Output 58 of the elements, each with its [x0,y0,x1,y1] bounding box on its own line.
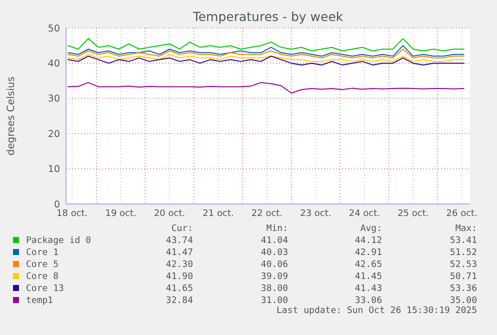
text: 41.04 [260,236,288,246]
text: 42.30 [166,260,193,270]
line-series [68,54,464,62]
x-tick-label: 18 oct. [56,209,88,219]
text: 40.06 [260,260,288,270]
text: 53.41 [450,236,477,246]
x-tick-label: 19 oct. [105,209,136,219]
text: 31.00 [260,296,288,306]
text: 40.03 [260,248,288,258]
y-tick-label: 0 [54,199,60,210]
legend-label: Package id 0 [26,236,92,246]
text: 41.90 [166,272,193,282]
x-tick-label: 20 oct. [154,209,186,219]
text: Cur: [171,224,193,234]
text: 33.06 [354,296,382,306]
text: 53.36 [450,284,477,294]
text: 35.00 [450,296,477,306]
text: 41.45 [354,272,382,282]
y-tick-label: 50 [48,23,60,34]
legend-label: Core 8 [26,272,59,282]
text: 44.12 [354,236,382,246]
legend-label: Core 1 [26,248,59,258]
line-series [68,48,464,58]
text: 41.65 [166,284,193,294]
text: 42.91 [354,248,382,258]
chart-title: Temperatures - by week [192,9,344,24]
line-series [68,38,464,52]
line-series [68,82,464,94]
x-tick-label: 26 oct. [446,209,478,219]
y-tick-label: 10 [48,164,60,176]
text: Max: [455,224,477,234]
legend-label: Core 5 [26,260,59,270]
text: 43.74 [166,236,193,246]
text: 41.47 [166,248,193,258]
text: 38.00 [260,284,288,294]
y-tick-label: 20 [48,128,60,140]
x-tick-label: 21 oct. [202,209,234,219]
line-series [68,56,464,66]
x-tick-label: 23 oct. [300,209,332,219]
text: Min: [266,224,288,234]
y-tick-label: 40 [48,58,60,70]
line-series [68,45,464,57]
y-tick-label: 30 [48,94,60,105]
y-axis-title: degrees Celsius [6,76,17,156]
text: 41.43 [354,284,382,294]
text: Avg: [360,224,382,234]
text: 52.53 [450,260,477,270]
x-tick-label: 24 oct. [348,209,380,219]
legend-label: Core 13 [26,284,64,294]
text: 32.84 [166,296,193,306]
legend-label: temp1 [26,296,54,306]
text: 39.09 [260,272,288,282]
text: 50.71 [450,272,477,282]
text: Last update: Sun Oct 26 15:30:19 2025 [276,306,477,316]
x-tick-label: 25 oct. [398,209,429,219]
text: 51.52 [450,248,477,258]
text: 42.65 [354,260,382,270]
x-tick-label: 22 oct. [251,209,283,219]
